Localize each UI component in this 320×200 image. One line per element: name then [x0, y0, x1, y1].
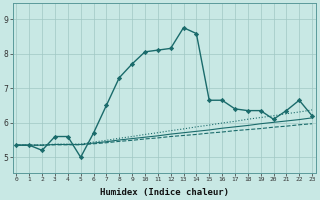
X-axis label: Humidex (Indice chaleur): Humidex (Indice chaleur) — [100, 188, 229, 197]
